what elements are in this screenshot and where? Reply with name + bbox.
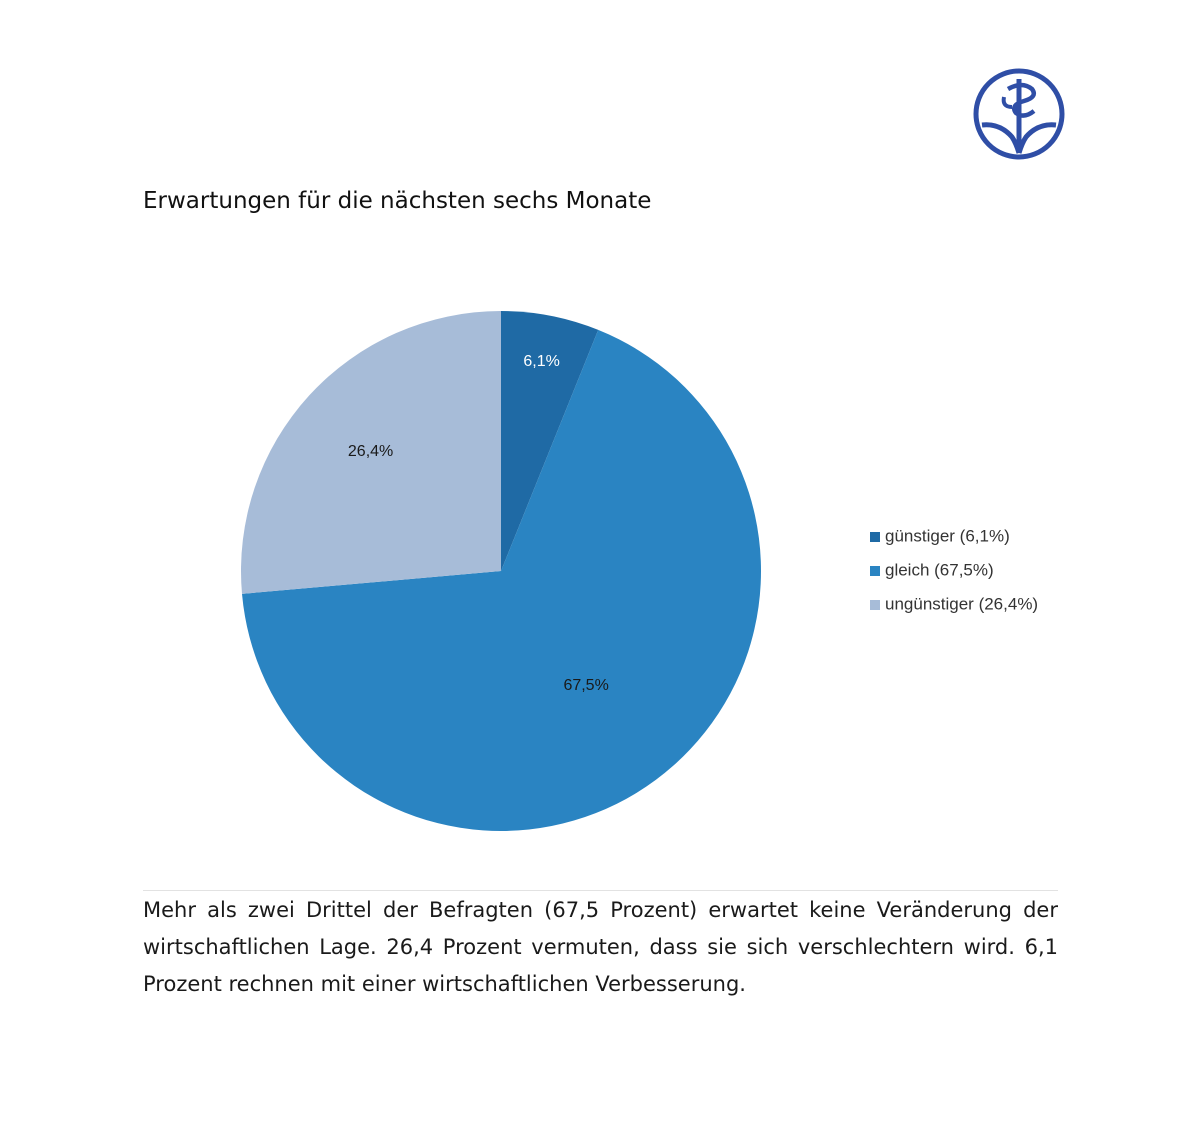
pie-slice-0 — [501, 311, 599, 571]
slice-label-1: 67,5% — [563, 677, 608, 694]
legend-swatch-2 — [870, 600, 880, 610]
slice-label-2: 26,4% — [348, 443, 393, 460]
pie-slices — [241, 311, 762, 831]
pie-labels: 6,1% 67,5% 26,4% — [348, 353, 609, 694]
divider — [143, 890, 1058, 891]
chart-legend: günstiger (6,1%) gleich (67,5%) ungünstige… — [870, 526, 1038, 613]
legend-label-1: gleich (67,5%) — [885, 560, 994, 579]
legend-swatch-0 — [870, 532, 880, 542]
legend-swatch-1 — [870, 566, 880, 576]
chart-title: Erwartungen für die nächsten sechs Monat… — [143, 188, 652, 214]
slice-label-0: 6,1% — [523, 353, 559, 370]
pie-slice-1 — [242, 329, 762, 831]
description-text: Mehr als zwei Drittel der Befragten (67,… — [143, 898, 1058, 996]
legend-label-2: ungünstiger (26,4%) — [885, 594, 1038, 613]
legend-label-0: günstiger (6,1%) — [885, 526, 1010, 545]
association-emblem-icon — [973, 68, 1065, 160]
pie-slice-2 — [241, 311, 501, 594]
